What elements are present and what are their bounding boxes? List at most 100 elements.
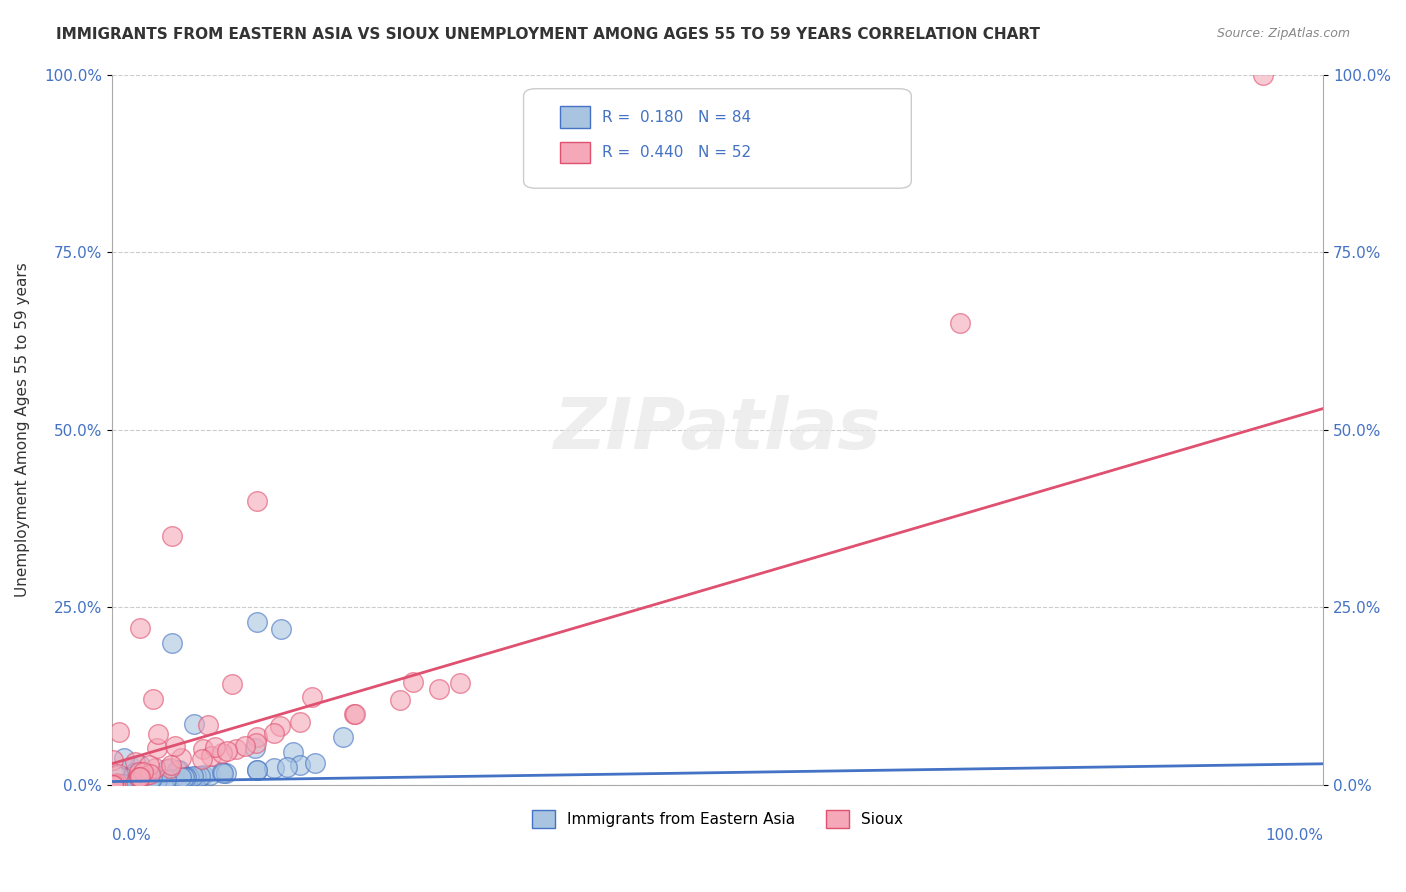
Point: [183, 717, 205, 731]
Point: [127, 775, 149, 789]
Point: [128, 773, 150, 788]
Point: [263, 761, 285, 775]
Point: [166, 763, 188, 777]
Point: [138, 758, 160, 772]
Point: [128, 758, 150, 772]
Point: [183, 769, 205, 783]
Point: [146, 740, 169, 755]
Point: [190, 752, 212, 766]
Point: [149, 772, 172, 787]
Bar: [560, 106, 591, 128]
Point: [104, 777, 127, 791]
Point: [215, 744, 238, 758]
Point: [159, 761, 181, 775]
Point: [112, 751, 135, 765]
Point: [276, 759, 298, 773]
Point: [173, 771, 195, 785]
Point: [110, 777, 132, 791]
Point: [169, 771, 191, 785]
Point: [449, 676, 471, 690]
Point: [179, 770, 201, 784]
Point: [160, 529, 183, 543]
Point: [124, 755, 146, 769]
Point: [193, 768, 215, 782]
Legend: Immigrants from Eastern Asia, Sioux: Immigrants from Eastern Asia, Sioux: [526, 804, 910, 834]
Point: [146, 727, 169, 741]
Y-axis label: Unemployment Among Ages 55 to 59 years: Unemployment Among Ages 55 to 59 years: [15, 262, 30, 597]
Point: [129, 775, 152, 789]
Point: [138, 774, 160, 789]
Point: [122, 776, 145, 790]
Point: [104, 777, 127, 791]
Point: [107, 766, 129, 780]
Point: [142, 773, 165, 788]
Point: [246, 763, 269, 777]
Point: [132, 774, 155, 789]
Point: [162, 772, 184, 786]
Point: [135, 768, 157, 782]
Point: [136, 774, 159, 789]
Point: [120, 760, 142, 774]
Point: [139, 774, 162, 789]
Point: [104, 778, 127, 792]
Point: [211, 764, 233, 779]
Point: [129, 621, 152, 635]
Point: [427, 682, 450, 697]
Text: 0.0%: 0.0%: [111, 828, 150, 843]
Point: [301, 690, 323, 704]
Point: [177, 770, 200, 784]
Point: [101, 778, 124, 792]
Point: [233, 739, 256, 753]
Point: [269, 719, 291, 733]
Point: [128, 764, 150, 778]
Point: [191, 741, 214, 756]
Point: [145, 773, 167, 788]
Text: R =  0.180   N = 84: R = 0.180 N = 84: [602, 110, 751, 125]
Point: [200, 767, 222, 781]
Point: [215, 766, 238, 780]
Point: [246, 730, 269, 744]
Point: [152, 772, 174, 787]
Text: Source: ZipAtlas.com: Source: ZipAtlas.com: [1216, 27, 1350, 40]
Point: [124, 775, 146, 789]
Point: [288, 758, 311, 772]
Point: [121, 774, 143, 789]
Point: [156, 763, 179, 777]
Point: [134, 774, 156, 789]
Point: [145, 773, 167, 788]
Point: [101, 778, 124, 792]
Point: [136, 774, 159, 789]
Point: [304, 756, 326, 771]
Point: [141, 771, 163, 785]
Point: [117, 776, 139, 790]
Point: [114, 777, 136, 791]
Point: [211, 746, 233, 760]
Point: [283, 745, 305, 759]
Point: [101, 778, 124, 792]
Point: [139, 774, 162, 789]
Point: [108, 725, 131, 739]
Text: 100.0%: 100.0%: [1265, 828, 1323, 843]
FancyBboxPatch shape: [523, 88, 911, 188]
Point: [127, 771, 149, 785]
Point: [105, 778, 128, 792]
Point: [389, 693, 412, 707]
Point: [101, 753, 124, 767]
Point: [204, 739, 226, 754]
Point: [127, 775, 149, 789]
Point: [1251, 68, 1274, 82]
Bar: [560, 142, 591, 163]
Point: [197, 717, 219, 731]
Point: [107, 769, 129, 783]
Point: [101, 778, 124, 792]
Point: [212, 766, 235, 780]
Point: [128, 764, 150, 779]
Point: [188, 769, 211, 783]
Point: [288, 715, 311, 730]
Point: [128, 770, 150, 784]
Point: [160, 757, 183, 772]
Point: [134, 768, 156, 782]
Point: [148, 773, 170, 788]
Point: [160, 636, 183, 650]
Point: [141, 773, 163, 788]
